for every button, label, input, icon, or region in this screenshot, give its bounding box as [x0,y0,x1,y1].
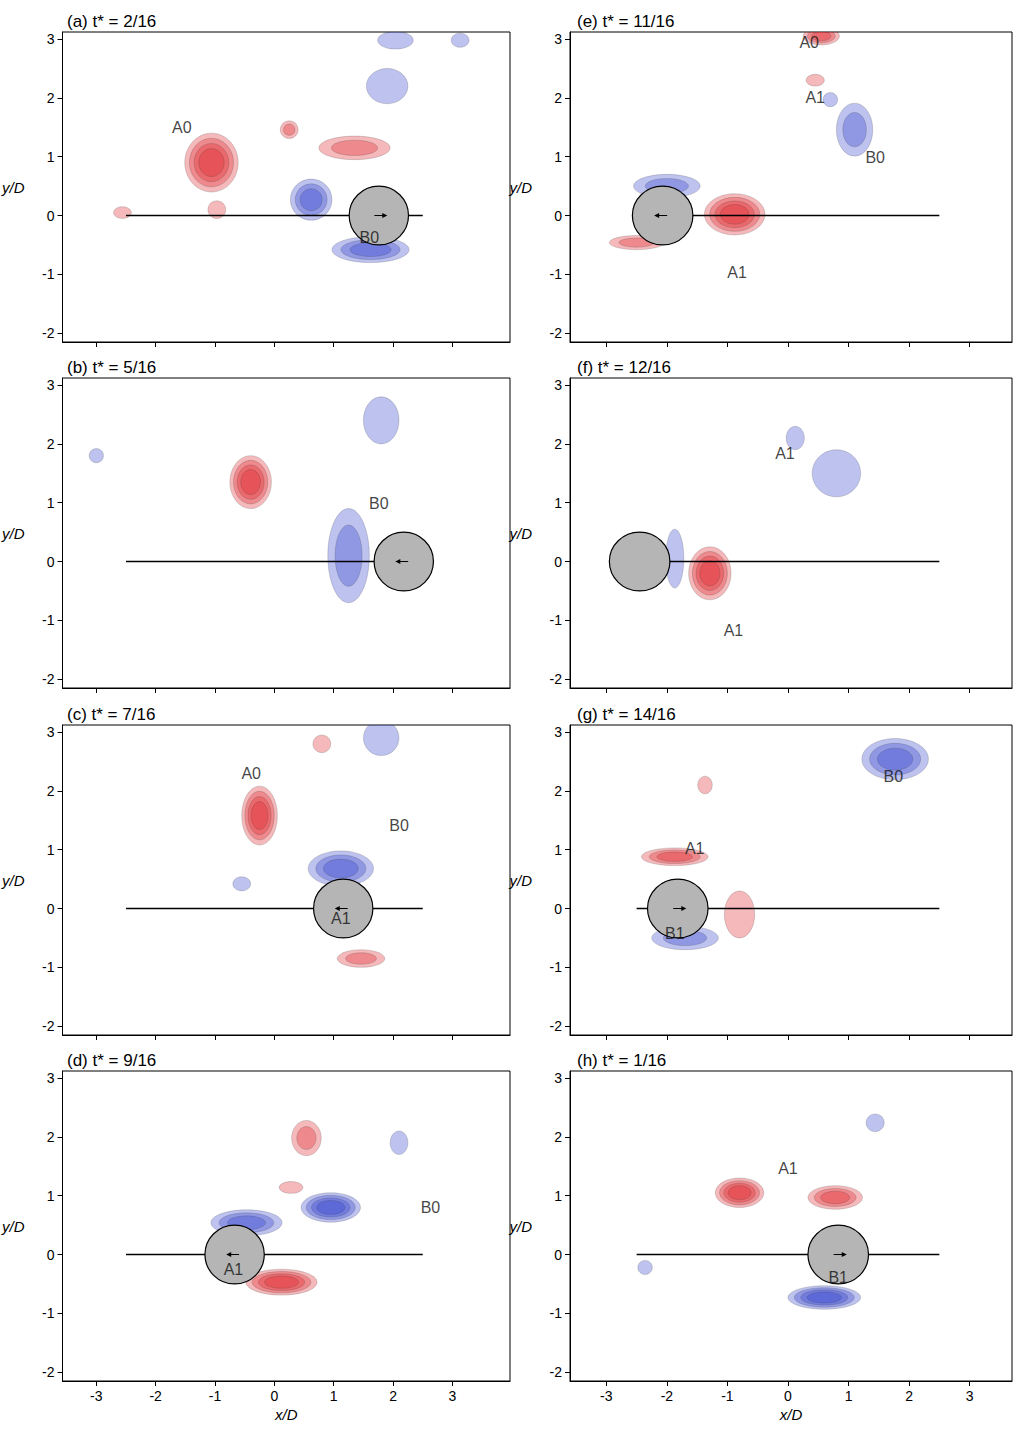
svg-text:-2: -2 [149,1388,162,1404]
svg-text:-1: -1 [550,266,563,282]
svg-text:0: 0 [270,1388,278,1404]
svg-text:A1: A1 [775,445,795,462]
svg-text:-1: -1 [42,959,55,975]
svg-text:0: 0 [554,554,562,570]
svg-text:A0: A0 [799,34,819,51]
svg-text:B0: B0 [884,768,904,785]
svg-text:3: 3 [47,377,55,393]
svg-text:2: 2 [47,90,55,106]
svg-text:3: 3 [554,31,562,47]
svg-text:-1: -1 [42,612,55,628]
svg-text:B1: B1 [828,1269,848,1286]
svg-text:3: 3 [47,31,55,47]
svg-text:1: 1 [47,149,55,165]
svg-text:-1: -1 [209,1388,222,1404]
svg-text:B0: B0 [360,229,380,246]
svg-text:3: 3 [966,1388,974,1404]
svg-text:(e) t* = 11/16: (e) t* = 11/16 [577,12,675,31]
svg-text:(h) t* = 1/16: (h) t* = 1/16 [577,1051,666,1070]
svg-text:A1: A1 [331,910,351,927]
svg-text:2: 2 [554,90,562,106]
svg-text:2: 2 [47,783,55,799]
svg-text:A0: A0 [172,119,192,136]
svg-text:B0: B0 [389,817,409,834]
svg-text:A1: A1 [727,264,747,281]
svg-text:2: 2 [389,1388,397,1404]
svg-text:3: 3 [554,1070,562,1086]
svg-text:2: 2 [47,1129,55,1145]
svg-text:3: 3 [554,377,562,393]
svg-text:0: 0 [784,1388,792,1404]
svg-text:1: 1 [47,495,55,511]
svg-text:B1: B1 [665,925,685,942]
svg-text:1: 1 [330,1388,338,1404]
svg-text:(a) t* = 2/16: (a) t* = 2/16 [67,12,156,31]
svg-text:x/D: x/D [779,1406,803,1423]
svg-text:-1: -1 [550,959,563,975]
svg-text:(d) t* = 9/16: (d) t* = 9/16 [67,1051,156,1070]
svg-text:y/D: y/D [1,179,25,196]
svg-text:-1: -1 [550,1305,563,1321]
svg-text:-2: -2 [42,325,55,341]
svg-text:-2: -2 [550,1018,563,1034]
svg-text:y/D: y/D [509,1218,533,1235]
svg-text:0: 0 [47,208,55,224]
svg-text:0: 0 [47,554,55,570]
svg-text:1: 1 [554,495,562,511]
svg-text:A1: A1 [778,1160,798,1177]
svg-text:y/D: y/D [1,525,25,542]
svg-text:y/D: y/D [1,872,25,889]
svg-text:A1: A1 [724,622,744,639]
svg-text:-2: -2 [42,1018,55,1034]
svg-text:(f) t* = 12/16: (f) t* = 12/16 [577,358,671,377]
svg-text:(c) t* = 7/16: (c) t* = 7/16 [67,705,155,724]
svg-text:B0: B0 [421,1199,441,1216]
svg-text:2: 2 [554,783,562,799]
svg-text:B0: B0 [369,495,389,512]
svg-text:0: 0 [554,901,562,917]
svg-text:y/D: y/D [509,525,533,542]
svg-text:-2: -2 [661,1388,674,1404]
svg-text:y/D: y/D [1,1218,25,1235]
svg-text:0: 0 [554,1247,562,1263]
svg-text:0: 0 [554,208,562,224]
svg-text:-2: -2 [550,1364,563,1380]
svg-text:0: 0 [47,901,55,917]
svg-text:1: 1 [47,1188,55,1204]
svg-text:2: 2 [554,436,562,452]
svg-text:-1: -1 [42,266,55,282]
svg-text:2: 2 [905,1388,913,1404]
svg-text:A1: A1 [805,89,825,106]
svg-text:3: 3 [47,1070,55,1086]
svg-text:(g) t* = 14/16: (g) t* = 14/16 [577,705,676,724]
svg-text:2: 2 [554,1129,562,1145]
svg-text:3: 3 [554,724,562,740]
svg-text:-2: -2 [42,671,55,687]
svg-text:A1: A1 [224,1261,244,1278]
svg-text:0: 0 [47,1247,55,1263]
svg-text:2: 2 [47,436,55,452]
svg-text:-3: -3 [90,1388,103,1404]
svg-text:1: 1 [47,842,55,858]
svg-text:1: 1 [554,149,562,165]
svg-text:-1: -1 [550,612,563,628]
svg-text:1: 1 [845,1388,853,1404]
svg-text:y/D: y/D [509,179,533,196]
svg-text:A1: A1 [685,840,705,857]
svg-text:B0: B0 [865,149,885,166]
svg-text:-2: -2 [550,325,563,341]
svg-text:-3: -3 [600,1388,613,1404]
svg-text:-1: -1 [42,1305,55,1321]
svg-text:3: 3 [47,724,55,740]
svg-text:1: 1 [554,842,562,858]
svg-text:1: 1 [554,1188,562,1204]
svg-text:3: 3 [449,1388,457,1404]
svg-text:A0: A0 [241,765,261,782]
svg-text:x/D: x/D [274,1406,298,1423]
svg-text:y/D: y/D [509,872,533,889]
svg-text:(b) t* = 5/16: (b) t* = 5/16 [67,358,156,377]
svg-text:-2: -2 [550,671,563,687]
svg-text:-2: -2 [42,1364,55,1380]
svg-text:-1: -1 [721,1388,734,1404]
